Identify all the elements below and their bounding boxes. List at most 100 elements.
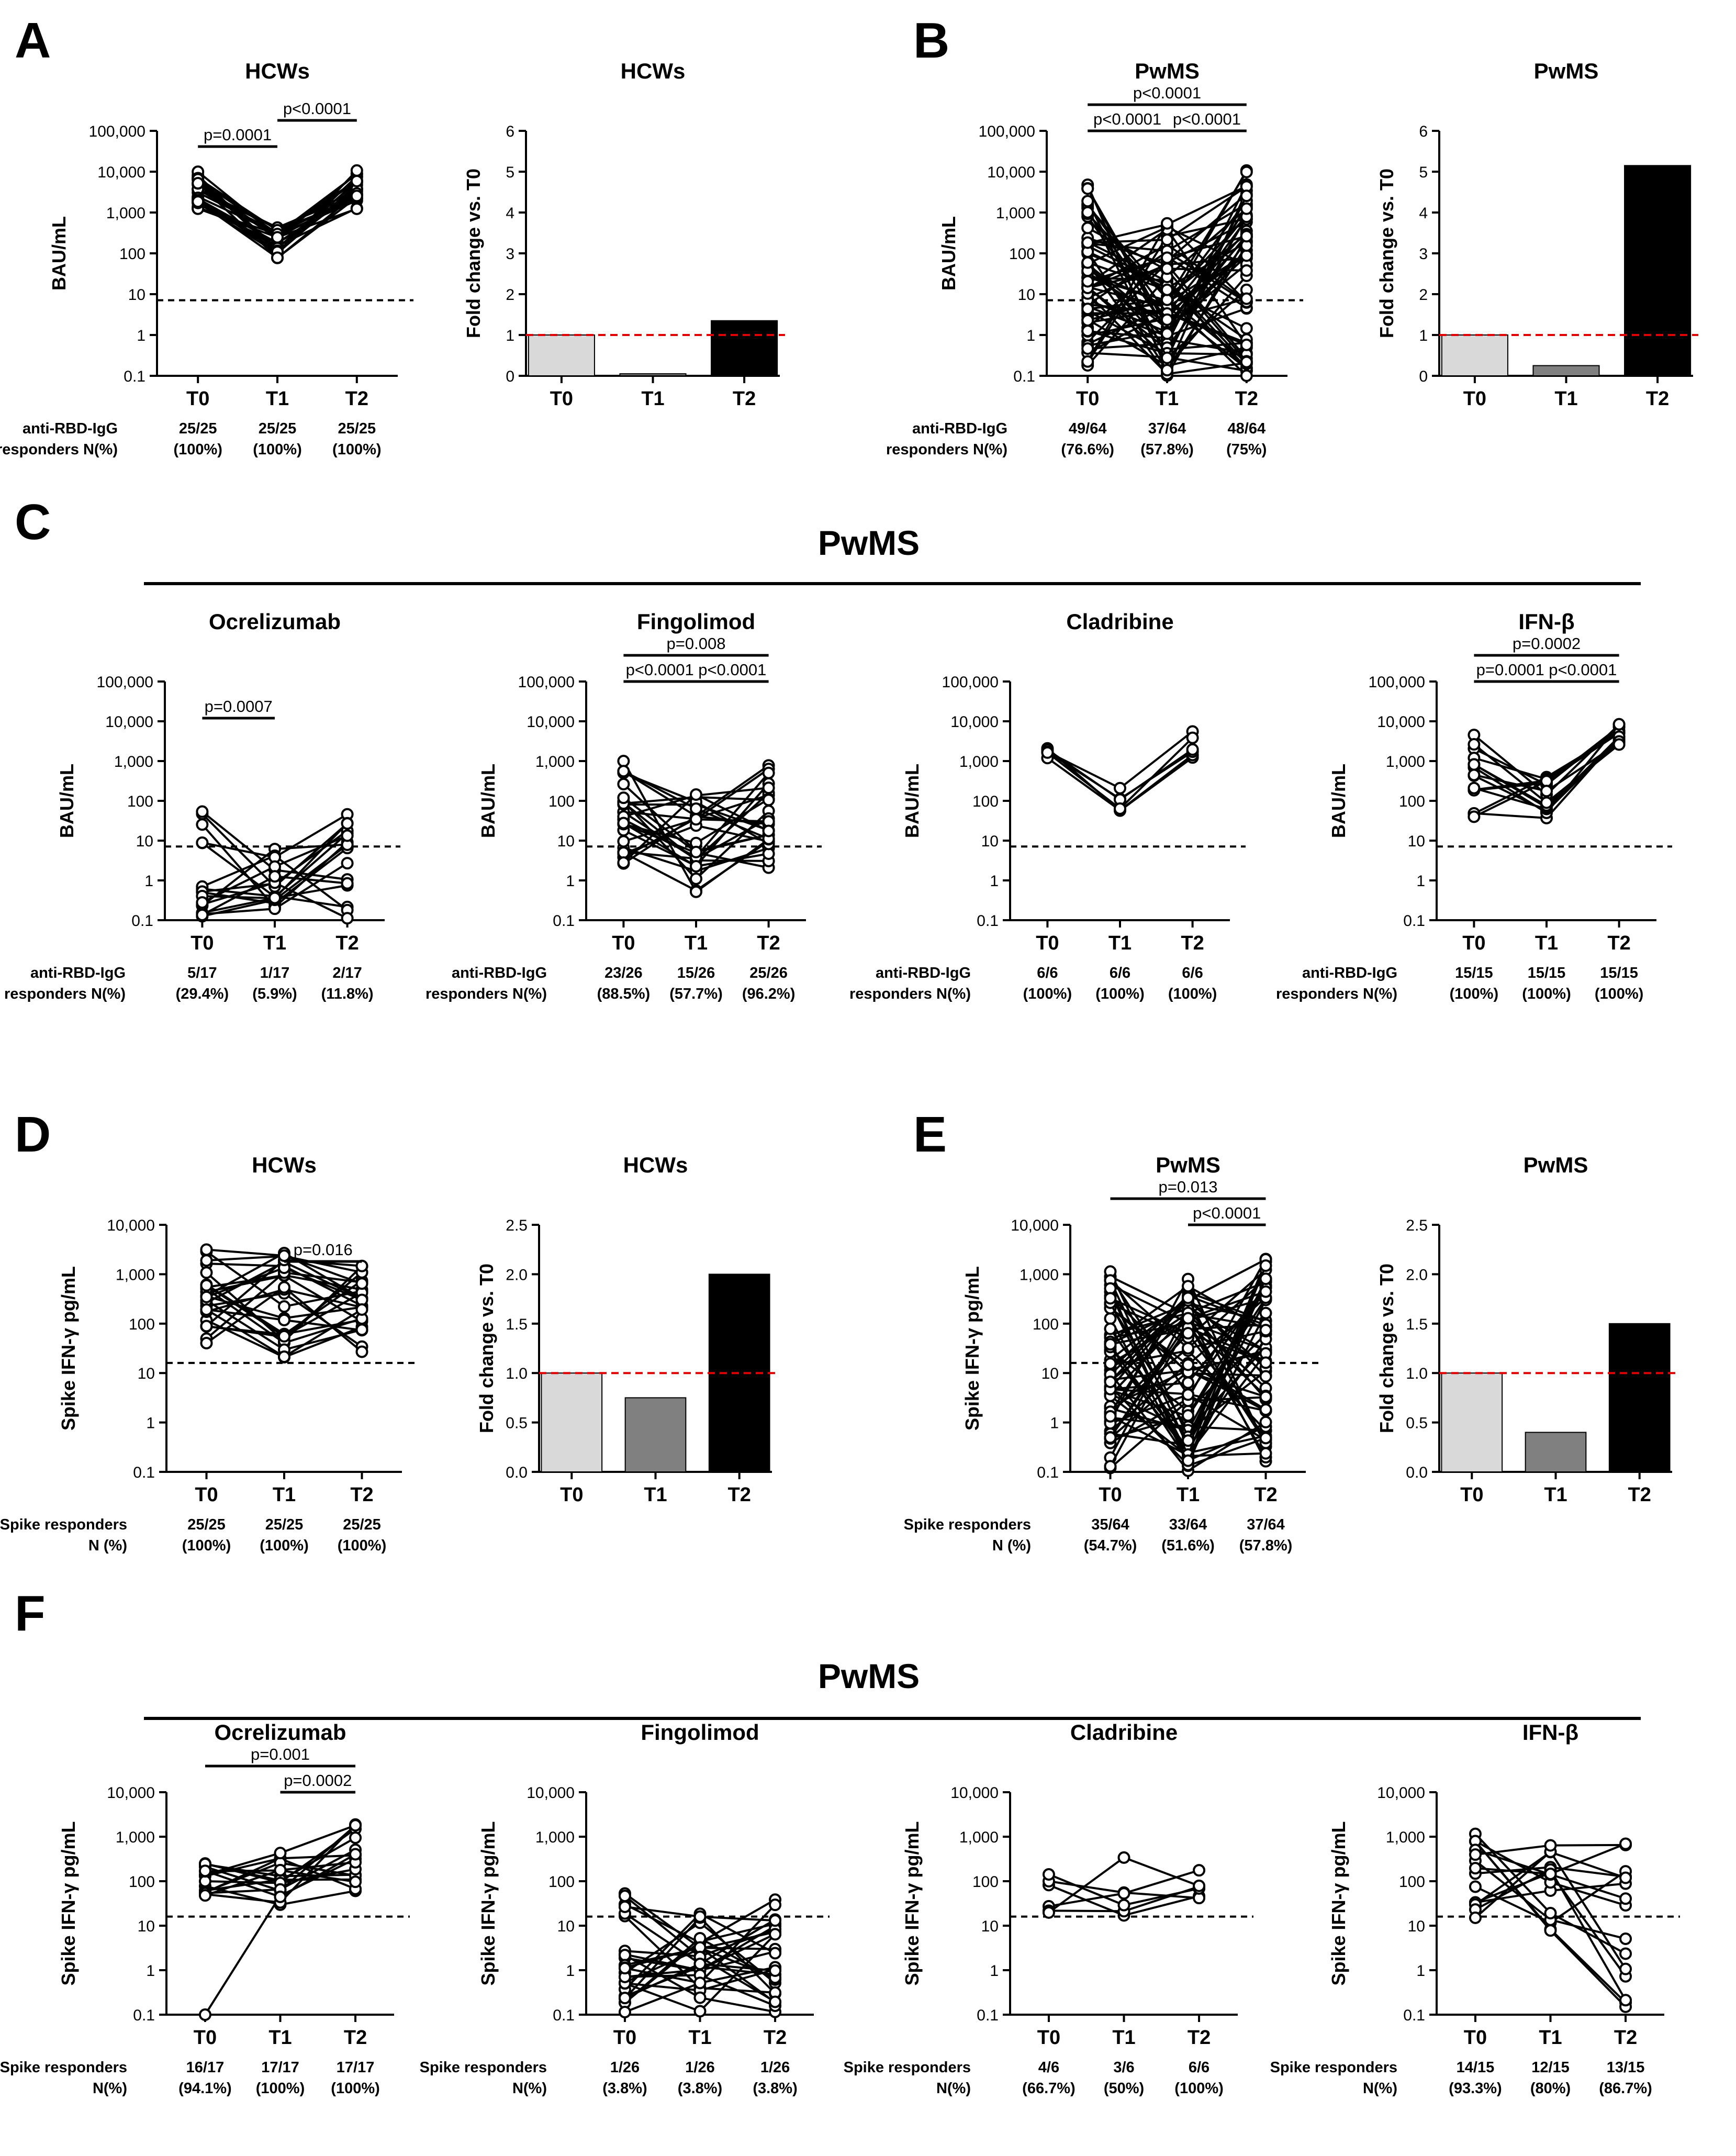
data-point-c1	[341, 877, 354, 890]
data-point-f2	[618, 1900, 631, 1913]
x-tick-label-e2: T2	[1628, 1484, 1651, 1506]
responder-label-f4: N(%)	[1363, 2080, 1397, 2097]
data-point-c3	[1186, 743, 1199, 756]
responder-label-c3: responders N(%)	[849, 986, 971, 1002]
y-axis-label-c3: BAU/mL	[901, 764, 923, 838]
chart-title-a2: HCWs	[621, 59, 686, 83]
data-point-f1	[274, 1890, 287, 1903]
responder-label-e1: Spike responders	[904, 1516, 1031, 1533]
data-point-c1	[196, 836, 209, 849]
y-tick-label-a2: 0	[506, 368, 514, 385]
data-point-b1	[1161, 327, 1173, 340]
y-tick-label-d2: 2.0	[506, 1266, 528, 1283]
panel-letter-e: E	[913, 1107, 947, 1163]
y-tick-label-e2: 2.5	[1406, 1217, 1428, 1234]
y-tick-label-f1: 1	[146, 1962, 155, 1980]
y-tick-label-d2: 0.5	[506, 1415, 528, 1432]
x-tick-label-a2: T1	[641, 388, 664, 410]
data-point-b1	[1240, 264, 1253, 277]
data-point-f4	[1619, 1994, 1632, 2007]
data-point-b1	[1161, 364, 1173, 377]
responder-count-c2: 25/26	[749, 965, 788, 981]
data-point-f2	[769, 1898, 782, 1912]
data-point-d1	[278, 1350, 290, 1363]
x-tick-label-c3: T2	[1181, 932, 1204, 954]
responder-label-c1: responders N(%)	[4, 986, 126, 1002]
data-point-f4	[1619, 1892, 1632, 1905]
responder-count-f4: 13/15	[1607, 2059, 1645, 2076]
bar-a2-t0	[528, 334, 595, 376]
y-tick-label-c1: 100	[127, 793, 153, 810]
data-point-f2	[618, 2005, 631, 2018]
responder-pct-c4: (100%)	[1595, 986, 1644, 1002]
data-point-d1	[200, 1336, 213, 1349]
data-point-c1	[341, 829, 354, 842]
responder-count-b1: 37/64	[1148, 420, 1186, 437]
chart-title-f4: IFN-β	[1522, 1720, 1578, 1745]
data-point-d1	[278, 1249, 290, 1262]
data-point-e1	[1259, 1447, 1272, 1460]
comparison-label-e1: p=0.013	[1159, 1178, 1218, 1196]
data-point-f1	[349, 1819, 362, 1832]
responder-pct-b1: (57.8%)	[1140, 441, 1194, 458]
data-point-c4	[1612, 738, 1626, 751]
data-point-c1	[196, 805, 209, 818]
data-point-d1	[200, 1279, 213, 1292]
responder-count-b1: 49/64	[1069, 420, 1107, 437]
data-point-c1	[268, 891, 281, 904]
comparison-label-d1: p=0.016	[294, 1241, 353, 1259]
data-point-b1	[1081, 195, 1094, 208]
data-point-a1	[271, 251, 284, 264]
y-axis-label-d2: Fold change vs. T0	[476, 1264, 497, 1433]
x-tick-label-e1: T0	[1099, 1484, 1122, 1506]
data-point-e1	[1104, 1312, 1117, 1325]
chart-c1: Ocrelizumab BAU/mL 0.1 1 10 100 1,000 10,000 100…	[4, 609, 400, 1002]
responder-pct-d1: (100%)	[260, 1537, 309, 1554]
y-tick-label-f4: 10,000	[1377, 1784, 1425, 1802]
responder-label-c2: responders N(%)	[425, 986, 547, 1002]
data-point-b1	[1240, 369, 1253, 382]
x-tick-label-b1: T1	[1156, 388, 1179, 410]
data-point-c2	[690, 845, 702, 858]
y-axis-label-c2: BAU/mL	[477, 764, 499, 838]
x-tick-label-a2: T0	[550, 388, 573, 410]
data-point-c4	[1468, 781, 1481, 795]
data-point-b1	[1161, 217, 1173, 230]
responder-count-c4: 15/15	[1600, 965, 1638, 981]
data-point-c3	[1041, 746, 1054, 759]
y-tick-label-f2: 10,000	[527, 1784, 575, 1802]
y-tick-label-c3: 10	[981, 833, 999, 850]
y-tick-label-f4: 0.1	[1403, 2007, 1425, 2024]
data-point-e1	[1104, 1460, 1117, 1473]
data-point-e1	[1182, 1358, 1194, 1371]
data-point-f3	[1117, 1898, 1130, 1912]
responder-count-f3: 3/6	[1113, 2059, 1134, 2076]
data-point-e1	[1259, 1324, 1272, 1337]
data-point-b1	[1240, 189, 1253, 203]
data-point-b1	[1161, 313, 1173, 326]
data-point-f2	[693, 1957, 707, 1970]
data-point-f4	[1469, 1880, 1482, 1893]
responder-count-f1: 16/17	[186, 2059, 225, 2076]
y-tick-label-d1: 1	[146, 1415, 155, 1432]
chart-title-c2: Fingolimod	[637, 609, 755, 634]
data-point-b1	[1161, 293, 1173, 306]
data-point-c2	[690, 788, 702, 801]
comparison-label-b1: p<0.0001	[1093, 110, 1161, 128]
y-tick-label-c4: 10	[1408, 833, 1425, 850]
x-tick-label-d1: T0	[195, 1484, 218, 1506]
data-point-b1	[1240, 230, 1253, 243]
y-tick-label-f2: 10	[557, 1918, 575, 1935]
data-point-e1	[1259, 1403, 1272, 1416]
data-point-b1	[1161, 262, 1173, 275]
data-point-b1	[1081, 256, 1094, 269]
y-tick-label-b1: 1,000	[996, 205, 1035, 222]
chart-c2: Fingolimod BAU/mL 0.1 1 10 100 1,000 10,000 100,…	[425, 609, 822, 1002]
data-point-c3	[1186, 731, 1199, 744]
responder-pct-b1: (76.6%)	[1061, 441, 1114, 458]
chart-c4: IFN-β BAU/mL 0.1 1 10 100 1,000 10,000 100,000 T0…	[1276, 609, 1672, 1002]
data-point-a1	[192, 195, 205, 208]
data-point-e1	[1104, 1410, 1117, 1423]
data-point-c2	[617, 755, 630, 768]
data-point-f1	[274, 1847, 287, 1860]
